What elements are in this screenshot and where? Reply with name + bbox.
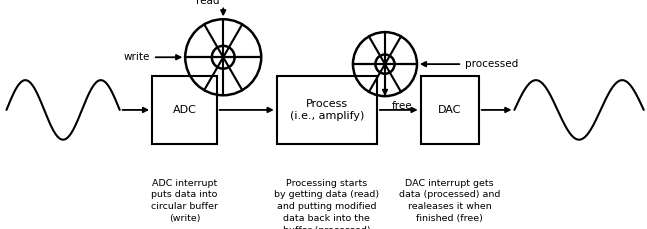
Text: ADC interrupt
puts data into
circular buffer
(write): ADC interrupt puts data into circular bu…: [151, 179, 218, 223]
Text: DAC interrupt gets
data (processed) and
realeases it when
finished (free): DAC interrupt gets data (processed) and …: [399, 179, 500, 223]
Bar: [421, 76, 479, 144]
Text: write: write: [124, 52, 149, 62]
Text: processed: processed: [465, 59, 519, 69]
Text: Processing starts
by getting data (read)
and putting modified
data back into the: Processing starts by getting data (read)…: [274, 179, 379, 229]
Bar: [152, 76, 217, 144]
Text: ADC: ADC: [173, 105, 196, 115]
Text: free: free: [391, 101, 412, 111]
Text: DAC: DAC: [438, 105, 461, 115]
Text: Process
(i.e., amplify): Process (i.e., amplify): [290, 99, 364, 121]
Bar: [276, 76, 377, 144]
Text: read: read: [197, 0, 220, 6]
